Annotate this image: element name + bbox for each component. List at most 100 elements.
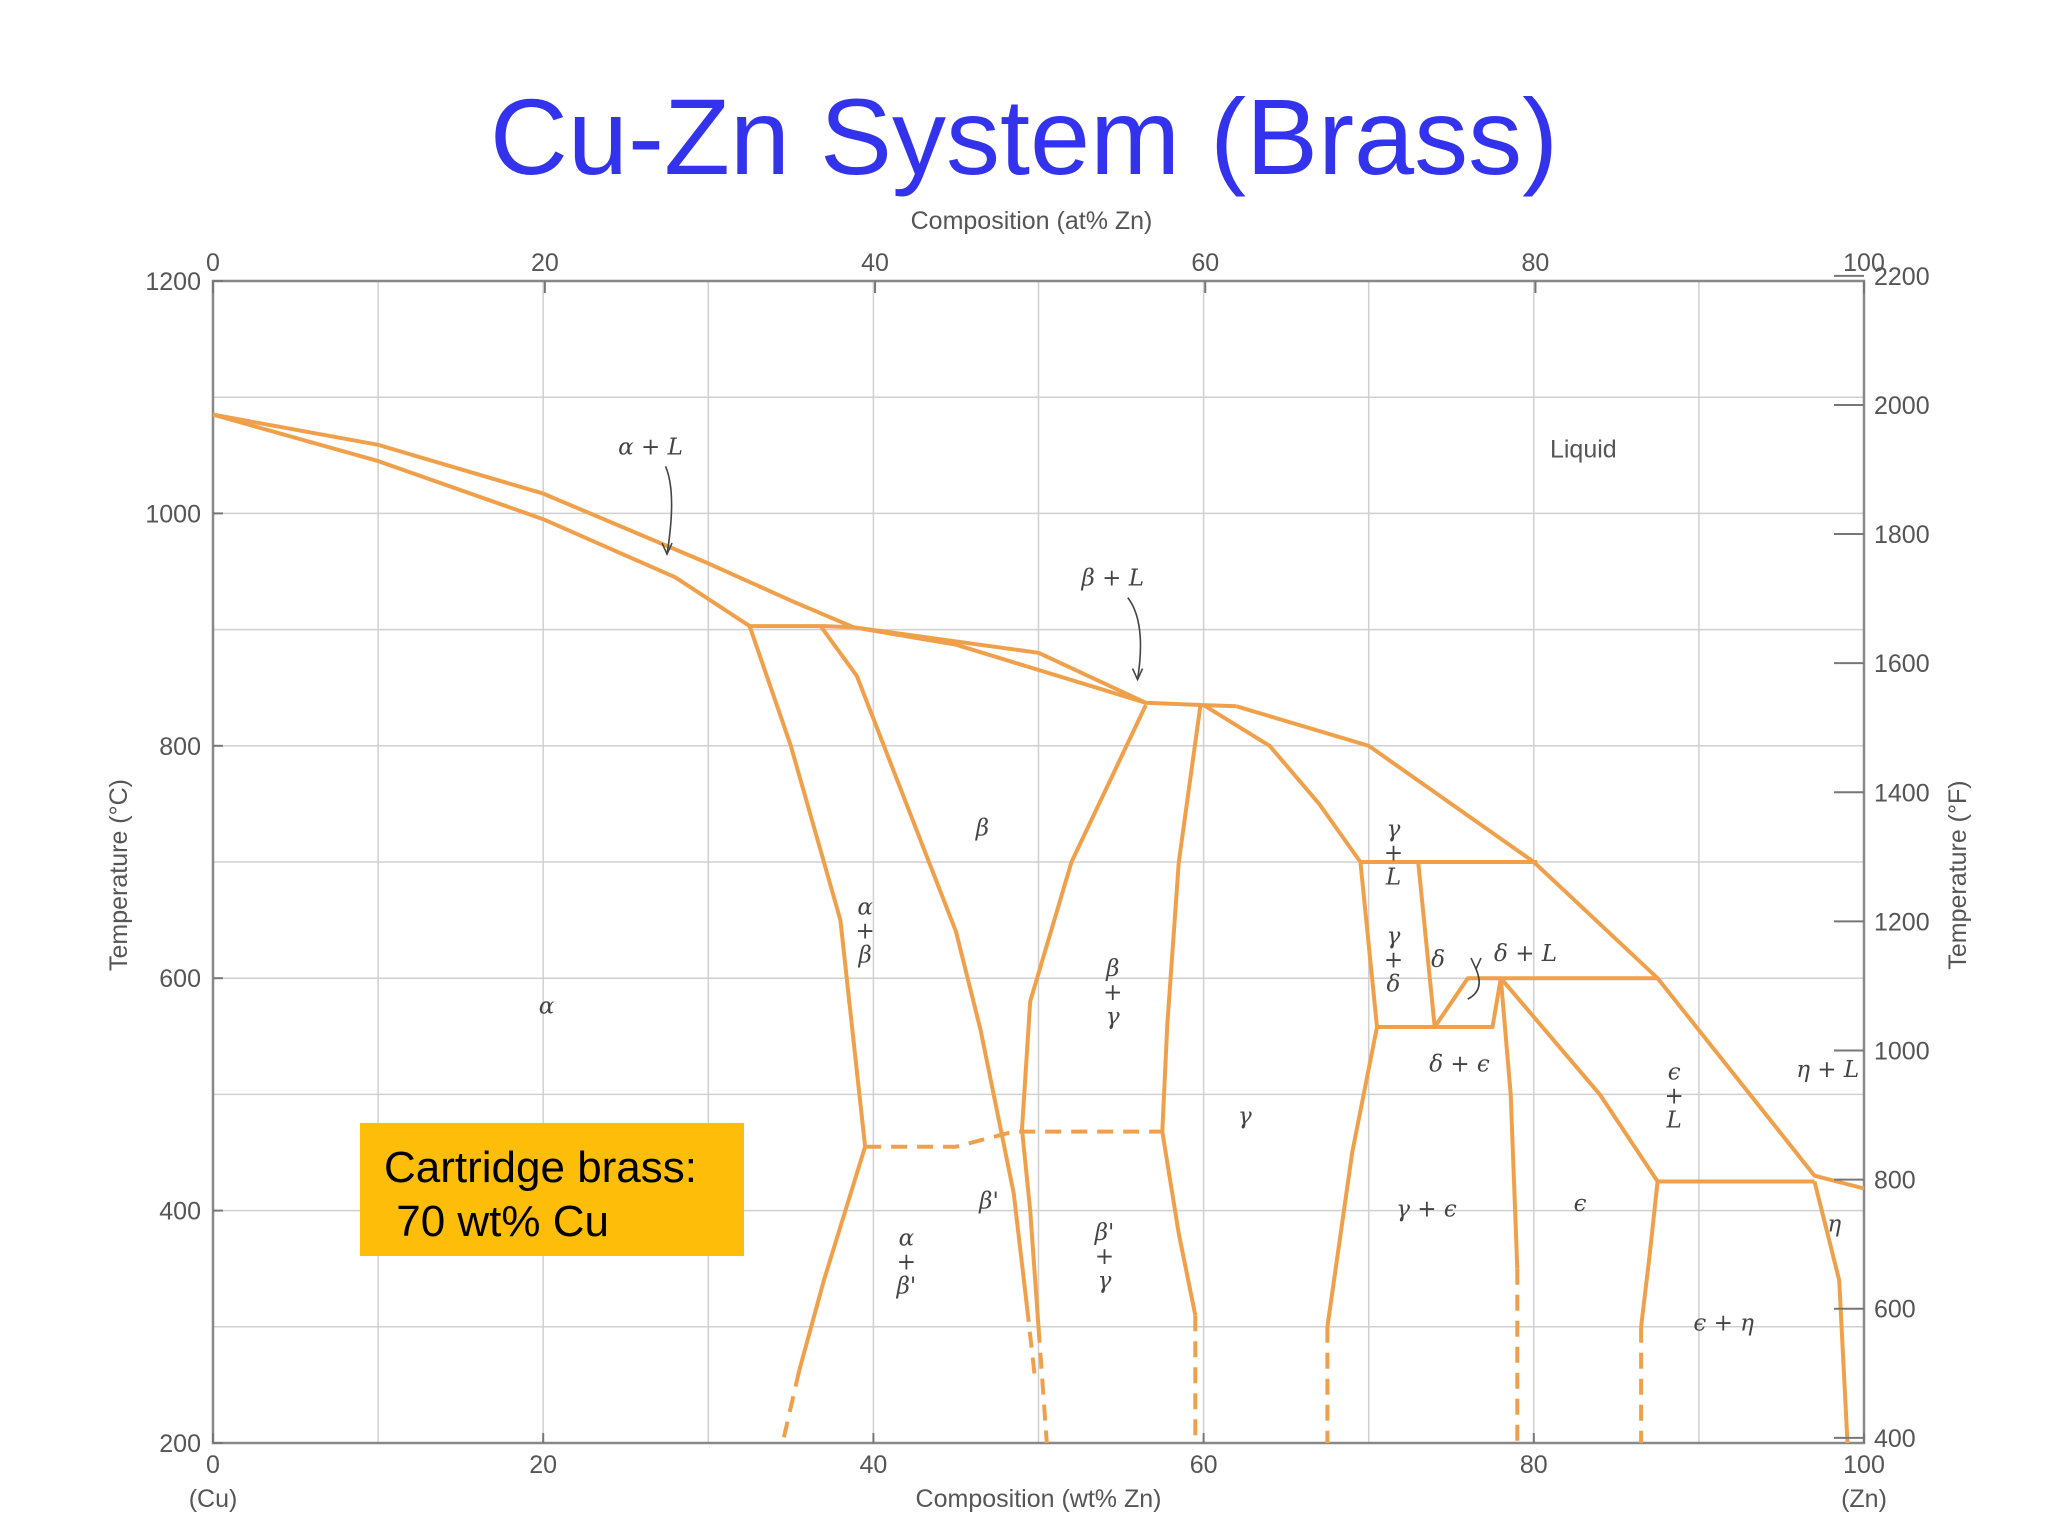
- x-axis-label: Composition (wt% Zn): [916, 1485, 1162, 1513]
- region-label: δ + L: [1494, 941, 1557, 967]
- region-label-stacked: ϵ: [1668, 1059, 1681, 1085]
- x2-tick-label: 0: [206, 249, 220, 277]
- region-label: ϵ + η: [1693, 1310, 1754, 1336]
- region-label: η: [1827, 1212, 1841, 1238]
- region-label-stacked: +: [897, 1250, 916, 1276]
- phase-boundary: [747, 625, 868, 1147]
- plot-frame: [211, 279, 1866, 1445]
- region-label-stacked: α: [857, 894, 873, 920]
- region-label: δ + ϵ: [1429, 1051, 1490, 1077]
- phase-boundary: [1160, 706, 1203, 1316]
- phase-boundary: [1416, 861, 1437, 1028]
- phase-boundary: [1236, 704, 1865, 1191]
- y-tick-label: 600: [159, 965, 201, 993]
- phase-boundary-dashed: [1036, 1326, 1049, 1444]
- label-arrowhead: [661, 542, 673, 557]
- phase-boundary: [1639, 1181, 1660, 1328]
- phase-boundary: [1020, 704, 1148, 1327]
- y-tick-label: 1200: [145, 268, 201, 296]
- region-label: γ: [1238, 1104, 1252, 1130]
- phase-boundary: [1202, 703, 1363, 864]
- x-tick-label: 40: [859, 1451, 887, 1479]
- phase-boundary: [1498, 978, 1520, 1269]
- region-label-stacked: δ: [1387, 972, 1401, 998]
- region-label-stacked: +: [1384, 948, 1403, 974]
- x-tick-label: 60: [1190, 1451, 1218, 1479]
- x-end-label-cu: (Cu): [189, 1485, 238, 1513]
- x2-tick-label: 20: [531, 249, 559, 277]
- phase-boundary: [818, 624, 1029, 1307]
- y2-tick-label: 400: [1874, 1425, 1916, 1453]
- region-label-stacked: α: [899, 1226, 915, 1252]
- x-tick-label: 20: [529, 1451, 557, 1479]
- x-tick-label: 100: [1843, 1451, 1885, 1479]
- y2-tick-label: 800: [1874, 1167, 1916, 1195]
- region-label: β': [978, 1188, 999, 1214]
- label-arrow: [664, 466, 673, 555]
- x2-tick-label: 80: [1522, 249, 1550, 277]
- phase-boundary: [212, 412, 751, 628]
- phase-boundary: [1325, 861, 1379, 1328]
- region-label-stacked: γ: [1098, 1268, 1112, 1294]
- y2-tick-label: 600: [1874, 1296, 1916, 1324]
- phase-boundary-dashed: [780, 1370, 802, 1444]
- y2-tick-label: 1800: [1874, 521, 1930, 549]
- region-label-arrowed: α + L: [618, 434, 683, 460]
- region-label-stacked: +: [1095, 1244, 1114, 1270]
- label-arrow: [1127, 597, 1142, 680]
- slide-title: Cu-Zn System (Brass): [489, 76, 1559, 197]
- region-label-stacked: +: [1664, 1083, 1683, 1109]
- region-label-stacked: +: [1103, 980, 1122, 1006]
- region-label: γ + ϵ: [1396, 1197, 1457, 1223]
- label-arrowhead: [1131, 668, 1144, 682]
- y2-tick-label: 1400: [1874, 779, 1930, 807]
- x-tick-label: 80: [1520, 1451, 1548, 1479]
- region-label-stacked: γ: [1387, 924, 1401, 950]
- x2-tick-label: 60: [1191, 249, 1219, 277]
- x-tick-label: 0: [206, 1451, 220, 1479]
- region-label: α: [539, 993, 555, 1019]
- region-label-stacked: +: [856, 918, 875, 944]
- y2-tick-label: 1000: [1874, 1038, 1930, 1066]
- region-label-stacked: β: [1105, 956, 1119, 982]
- phase-boundaries: [212, 412, 1865, 1444]
- x2-tick-label: 40: [861, 249, 889, 277]
- phase-boundary-dashed: [865, 1129, 1163, 1149]
- callout-line-2: 70 wt% Cu: [384, 1197, 609, 1246]
- y2-axis-label: Temperature (°F): [1944, 780, 1972, 969]
- y2-tick-label: 2000: [1874, 392, 1930, 420]
- region-label: β: [975, 815, 989, 841]
- y-tick-label: 1000: [145, 500, 201, 528]
- y2-tick-label: 2200: [1874, 263, 1930, 291]
- region-label: η + L: [1796, 1057, 1859, 1083]
- region-label-arrowed: β + L: [1081, 566, 1144, 592]
- region-label: ϵ: [1574, 1191, 1587, 1217]
- y-tick-label: 200: [159, 1430, 201, 1458]
- region-label-stacked: +: [1384, 841, 1403, 867]
- phase-boundary: [1377, 977, 1503, 1029]
- region-label: δ: [1431, 947, 1445, 973]
- phase-boundary: [1499, 976, 1660, 1183]
- phase-boundary: [1433, 976, 1658, 1029]
- y2-tick-label: 1200: [1874, 908, 1930, 936]
- axes: 0 20 40 60 80 100 (Cu) (Zn) Composition (wt% Zn)…: [105, 207, 1972, 1513]
- region-label-stacked: L: [1665, 1107, 1681, 1133]
- y-tick-label: 800: [159, 733, 201, 761]
- region-label-stacked: β': [1094, 1220, 1115, 1246]
- x-end-label-zn: (Zn): [1841, 1485, 1887, 1513]
- phase-boundary: [853, 625, 1147, 705]
- phase-boundary: [1812, 1181, 1850, 1444]
- phase-boundary: [212, 412, 855, 630]
- label-arrowhead: [1470, 957, 1482, 971]
- cartridge-brass-callout: Cartridge brass: 70 wt% Cu: [360, 1123, 744, 1256]
- y-axis-label: Temperature (°C): [105, 779, 133, 971]
- label-arrow: [1467, 968, 1480, 1000]
- region-label-stacked: γ: [1106, 1004, 1120, 1030]
- region-label-stacked: β: [857, 942, 871, 968]
- phase-boundary: [797, 1146, 868, 1372]
- phase-boundary-dashed: [1024, 1305, 1038, 1381]
- y2-tick-label: 1600: [1874, 650, 1930, 678]
- x2-axis-label: Composition (at% Zn): [911, 207, 1153, 235]
